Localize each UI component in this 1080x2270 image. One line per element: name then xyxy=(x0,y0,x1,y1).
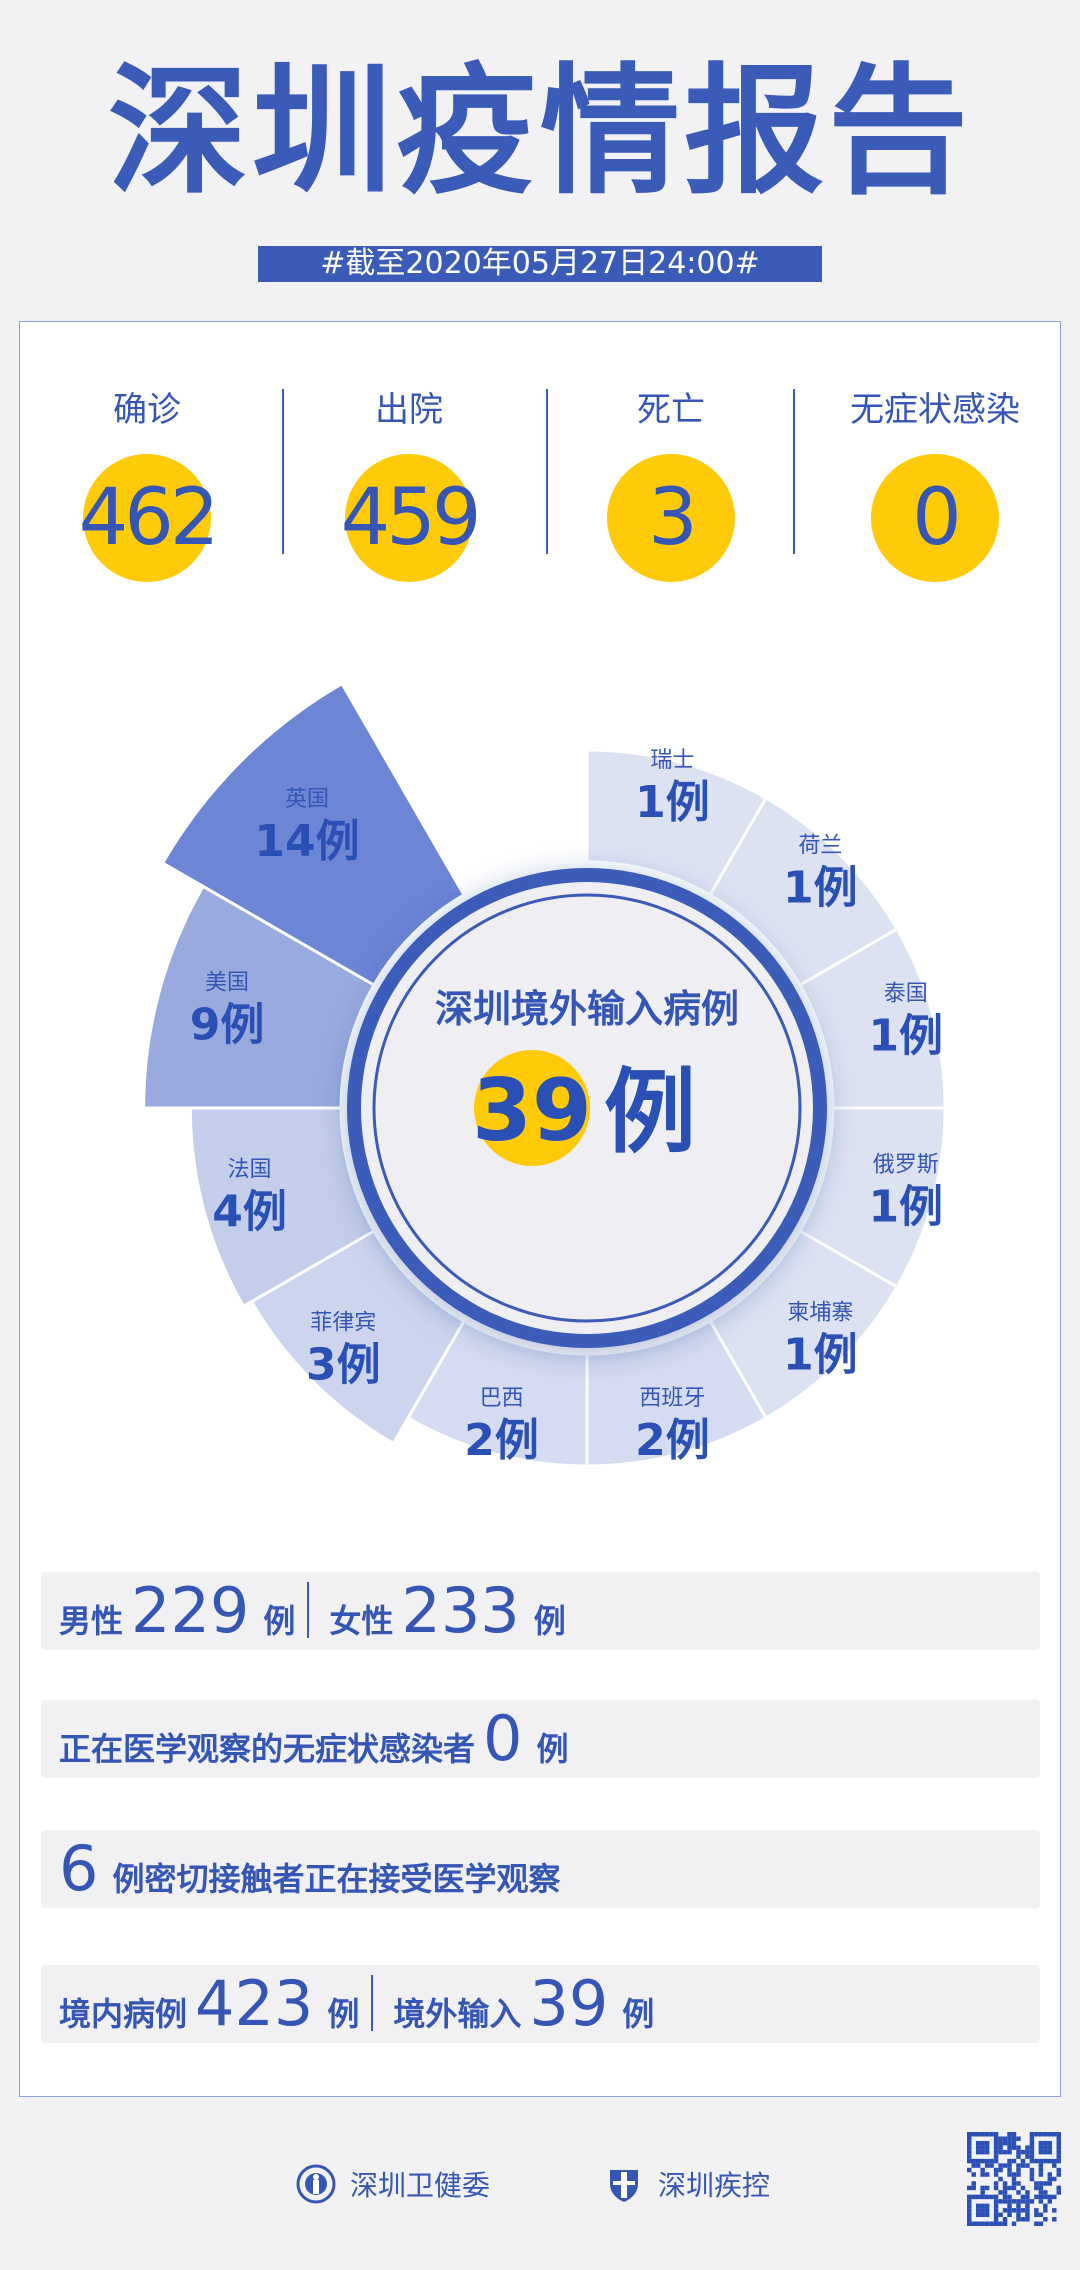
contacts-label: 例密切接触者正在接受医学观察 xyxy=(112,1860,561,1898)
stat-value: 0 xyxy=(871,454,999,582)
qr-code-icon xyxy=(967,2132,1061,2226)
gender-row: 男性 229 例 女性 233 例 xyxy=(41,1572,1040,1650)
stat-confirmed: 确诊 462 xyxy=(27,382,267,582)
segment-value: 1例 xyxy=(783,863,858,914)
segment-value: 1例 xyxy=(868,1181,943,1232)
segment-value: 1例 xyxy=(635,777,710,828)
cdc-shield-icon xyxy=(610,2170,638,2202)
divider xyxy=(546,389,548,554)
segment-label: 巴西 xyxy=(480,1386,524,1411)
segment-value: 4例 xyxy=(212,1186,287,1237)
contacts-count: 6 xyxy=(59,1832,99,1905)
center-inner-line xyxy=(372,893,802,1323)
segment-label: 法国 xyxy=(228,1157,272,1182)
local-label: 境内病例 xyxy=(59,1995,188,2033)
segment-label: 美国 xyxy=(205,971,249,996)
segment-label: 柬埔寨 xyxy=(787,1300,853,1325)
unit: 例 xyxy=(533,1602,566,1640)
divider xyxy=(307,1582,310,1638)
female-label: 女性 xyxy=(329,1602,394,1640)
report-card: 确诊 462 出院 459 死亡 3 无症状感染 0 深圳境外输入病例 39 例… xyxy=(19,321,1061,2097)
imported-count: 39 xyxy=(529,1967,609,2040)
stat-value: 3 xyxy=(607,454,735,582)
segment-value: 1例 xyxy=(868,1011,943,1062)
org-cdc: 深圳疾控 xyxy=(604,2164,770,2204)
unit: 例 xyxy=(263,1602,296,1640)
asymptomatic-label: 正在医学观察的无症状感染者 xyxy=(59,1730,476,1768)
page-title: 深圳疫情报告 xyxy=(107,51,972,214)
segment-label: 西班牙 xyxy=(639,1386,705,1411)
stat-label: 确诊 xyxy=(113,390,181,430)
stat-discharged: 出院 459 xyxy=(289,382,529,582)
unit: 例 xyxy=(327,1995,360,2033)
report-date-banner: #截至2020年05月27日24:00# xyxy=(258,246,822,282)
origin-row: 境内病例 423 例 境外输入 39 例 xyxy=(41,1965,1040,2043)
stat-deaths: 死亡 3 xyxy=(551,382,791,582)
segment-value: 14例 xyxy=(254,816,359,867)
segment-label: 泰国 xyxy=(884,982,928,1007)
total-highlight xyxy=(474,1050,590,1166)
asymptomatic-row: 正在医学观察的无症状感染者 0 例 xyxy=(41,1700,1040,1778)
segment-value: 2例 xyxy=(635,1415,710,1466)
segment-value: 9例 xyxy=(190,1000,265,1051)
divider xyxy=(793,389,795,554)
segment-value: 2例 xyxy=(464,1415,539,1466)
chart-total-unit: 例 xyxy=(604,1059,696,1166)
female-count: 233 xyxy=(401,1574,520,1647)
segment-label: 英国 xyxy=(285,787,329,812)
org2-name: 深圳疾控 xyxy=(658,2169,771,2202)
stat-label: 无症状感染 xyxy=(850,390,1020,430)
segment-label: 菲律宾 xyxy=(310,1311,376,1336)
male-label: 男性 xyxy=(59,1602,124,1640)
imported-cases-chart: 深圳境外输入病例 39 例 瑞士1例荷兰1例泰国1例俄罗斯1例柬埔寨1例西班牙2… xyxy=(142,681,947,1468)
segment-label: 荷兰 xyxy=(798,834,842,859)
male-count: 229 xyxy=(131,1574,250,1647)
unit: 例 xyxy=(622,1995,655,2033)
org1-name: 深圳卫健委 xyxy=(350,2169,491,2202)
unit: 例 xyxy=(536,1730,569,1768)
stat-value: 462 xyxy=(79,454,219,582)
divider xyxy=(371,1975,374,2031)
stat-label: 死亡 xyxy=(637,390,705,430)
segment-value: 1例 xyxy=(783,1329,858,1380)
chart-title: 深圳境外输入病例 xyxy=(435,987,739,1031)
stat-asymptomatic: 无症状感染 0 xyxy=(815,382,1055,582)
divider xyxy=(282,389,284,554)
stat-label: 出院 xyxy=(375,390,443,430)
segment-value: 3例 xyxy=(306,1340,381,1391)
segment-10 xyxy=(160,681,467,988)
segment-8 xyxy=(188,1106,377,1309)
contacts-row: 6 例密切接触者正在接受医学观察 xyxy=(41,1830,1040,1908)
org-health-commission: 深圳卫健委 xyxy=(296,2164,490,2204)
segment-label: 俄罗斯 xyxy=(873,1152,939,1177)
segment-label: 瑞士 xyxy=(650,748,694,773)
imported-label: 境外输入 xyxy=(393,1995,522,2033)
stat-value: 459 xyxy=(341,454,481,582)
local-count: 423 xyxy=(195,1967,314,2040)
health-commission-emblem-icon xyxy=(296,2164,336,2204)
chart-total: 39 xyxy=(472,1061,592,1161)
asymptomatic-count: 0 xyxy=(483,1702,523,1775)
segment-9 xyxy=(142,884,377,1110)
segment-7 xyxy=(249,1228,467,1446)
